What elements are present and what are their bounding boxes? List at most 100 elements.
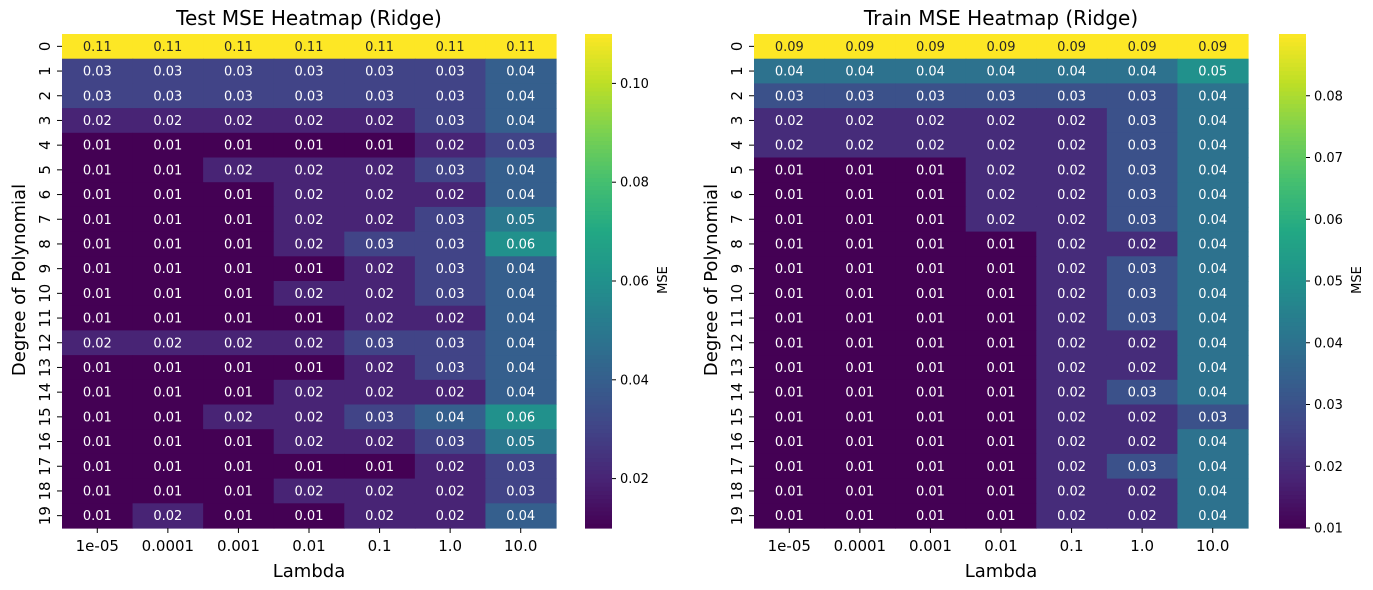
heatmap-cell — [414, 58, 487, 84]
heatmap-cell — [414, 305, 487, 331]
cell-value-label: 0.01 — [916, 410, 945, 425]
cell-value-label: 0.01 — [987, 484, 1016, 499]
heatmap-cell — [965, 330, 1037, 356]
colorbar-segment — [585, 215, 612, 220]
heatmap-cell — [203, 83, 275, 109]
colorbar-segment — [585, 379, 612, 385]
cell-value-label: 0.01 — [775, 361, 804, 376]
colorbar-segment — [1279, 470, 1306, 476]
colorbar-segment — [1279, 486, 1306, 492]
cell-value-label: 0.01 — [987, 336, 1016, 351]
cell-value-label: 0.03 — [224, 65, 253, 80]
heatmap-cell — [824, 281, 896, 307]
colorbar-tick-label: 0.06 — [620, 275, 649, 290]
cell-value-label: 0.05 — [506, 213, 535, 228]
colorbar-segment — [1279, 112, 1306, 117]
cell-value-label: 0.01 — [153, 163, 182, 178]
x-tick-labels: 1e-05 0.0001 0.001 0.01 0.1 1.0 10.0 — [768, 528, 1229, 555]
cell-value-label: 0.01 — [83, 139, 112, 154]
cell-value-label: 0.03 — [295, 89, 324, 104]
cell-value-label: 0.01 — [295, 361, 324, 376]
cell-value-label: 0.01 — [916, 287, 945, 302]
cell-value-label: 0.02 — [1057, 262, 1086, 277]
heatmap-cell — [203, 157, 275, 183]
cell-value-label: 0.03 — [1128, 287, 1157, 302]
colorbar-segment — [585, 281, 612, 286]
colorbar-segment — [1279, 453, 1306, 459]
colorbar-segment — [1279, 165, 1306, 171]
cell-value-label: 0.01 — [845, 484, 874, 499]
heatmap-cell — [1177, 478, 1249, 504]
cell-value-label: 0.01 — [987, 287, 1016, 302]
colorbar-tick-label: 0.06 — [1314, 213, 1343, 228]
colorbar-segment — [1279, 190, 1306, 196]
heatmap-cell — [1036, 206, 1108, 233]
heatmap-cell — [1036, 404, 1108, 430]
colorbar-segment — [1279, 235, 1306, 241]
colorbar-segment — [1279, 437, 1306, 443]
cell-value-label: 0.02 — [1128, 336, 1157, 351]
cell-value-label: 0.01 — [295, 312, 324, 327]
heatmap-cell — [895, 453, 967, 480]
cell-value-label: 0.01 — [83, 188, 112, 203]
heatmap-cell — [273, 182, 345, 208]
heatmap-cell — [824, 305, 896, 331]
cell-value-label: 0.04 — [1198, 484, 1227, 499]
colorbar-segment — [1279, 116, 1306, 122]
heatmap-cell — [1036, 478, 1108, 504]
heatmap-cell — [1106, 478, 1179, 504]
cell-value-label: 0.02 — [365, 509, 394, 524]
cell-value-label: 0.02 — [1128, 237, 1157, 252]
colorbar-segment — [1279, 149, 1306, 154]
heatmap-cell — [414, 182, 487, 208]
cell-value-label: 0.01 — [153, 361, 182, 376]
heatmap-cell — [203, 206, 275, 233]
heatmap-cell — [754, 231, 826, 257]
cell-value-label: 0.02 — [153, 114, 182, 129]
colorbar-segment — [585, 161, 612, 167]
chart-title: Train MSE Heatmap (Ridge) — [863, 6, 1138, 30]
heatmap-cell — [414, 281, 487, 307]
heatmap-cell — [132, 182, 204, 208]
cell-value-label: 0.01 — [153, 188, 182, 203]
heatmap-cell — [1036, 305, 1108, 331]
cell-value-label: 0.02 — [1128, 361, 1157, 376]
heatmap-cell — [203, 503, 275, 529]
heatmap-cell — [754, 503, 826, 529]
cell-value-label: 0.02 — [1057, 312, 1086, 327]
colorbar-segment — [1279, 478, 1306, 484]
cell-value-label: 0.02 — [436, 460, 465, 475]
colorbar: 0.02 0.04 0.06 0.08 0.10 — [585, 34, 649, 529]
cell-value-label: 0.03 — [436, 213, 465, 228]
colorbar-segment — [1279, 297, 1306, 303]
heatmap-cell — [1106, 453, 1179, 480]
colorbar-segment — [1279, 46, 1306, 52]
cell-value-label: 0.04 — [1198, 509, 1227, 524]
cell-value-label: 0.04 — [506, 509, 535, 524]
cell-value-label: 0.01 — [845, 262, 874, 277]
cell-value-label: 0.03 — [153, 89, 182, 104]
heatmap-cell — [754, 256, 826, 282]
heatmap-cell — [203, 404, 275, 430]
cell-value-label: 0.02 — [295, 336, 324, 351]
y-tick-label: 15 — [728, 407, 746, 426]
cell-value-label: 0.02 — [987, 139, 1016, 154]
colorbar-segment — [585, 367, 612, 373]
heatmap-cell — [485, 379, 557, 406]
heatmap-cell — [1036, 58, 1108, 84]
heatmap-cell — [344, 108, 416, 134]
colorbar-segment — [1279, 124, 1306, 130]
heatmap-cell — [895, 281, 967, 307]
heatmap-cell — [62, 429, 134, 455]
heatmap-cell — [485, 108, 557, 134]
heatmap-cell — [203, 132, 275, 159]
heatmap-cell — [414, 157, 487, 183]
cell-value-label: 0.11 — [153, 40, 182, 55]
colorbar-segment — [1279, 260, 1306, 266]
heatmap-cell — [1106, 429, 1179, 455]
cell-value-label: 0.03 — [436, 89, 465, 104]
colorbar-segment — [1279, 248, 1306, 253]
heatmap-cell — [965, 453, 1037, 480]
colorbar-segment — [1279, 429, 1306, 434]
cell-value-label: 0.01 — [295, 509, 324, 524]
